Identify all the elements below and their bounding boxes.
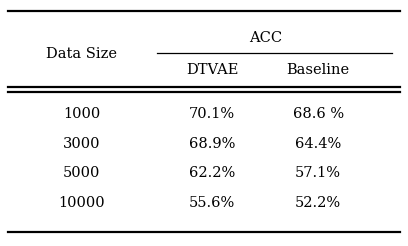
Text: 62.2%: 62.2% — [189, 167, 235, 180]
Text: 3000: 3000 — [63, 137, 100, 151]
Text: Baseline: Baseline — [287, 63, 350, 77]
Text: 68.6 %: 68.6 % — [293, 108, 344, 121]
Text: 55.6%: 55.6% — [189, 196, 235, 210]
Text: 1000: 1000 — [63, 108, 100, 121]
Text: ACC: ACC — [248, 31, 282, 45]
Text: 57.1%: 57.1% — [295, 167, 341, 180]
Text: DTVAE: DTVAE — [186, 63, 238, 77]
Text: 5000: 5000 — [63, 167, 100, 180]
Text: 64.4%: 64.4% — [295, 137, 341, 151]
Text: 52.2%: 52.2% — [295, 196, 341, 210]
Text: Data Size: Data Size — [46, 47, 117, 61]
Text: 70.1%: 70.1% — [189, 108, 235, 121]
Text: 68.9%: 68.9% — [189, 137, 235, 151]
Text: 10000: 10000 — [58, 196, 105, 210]
